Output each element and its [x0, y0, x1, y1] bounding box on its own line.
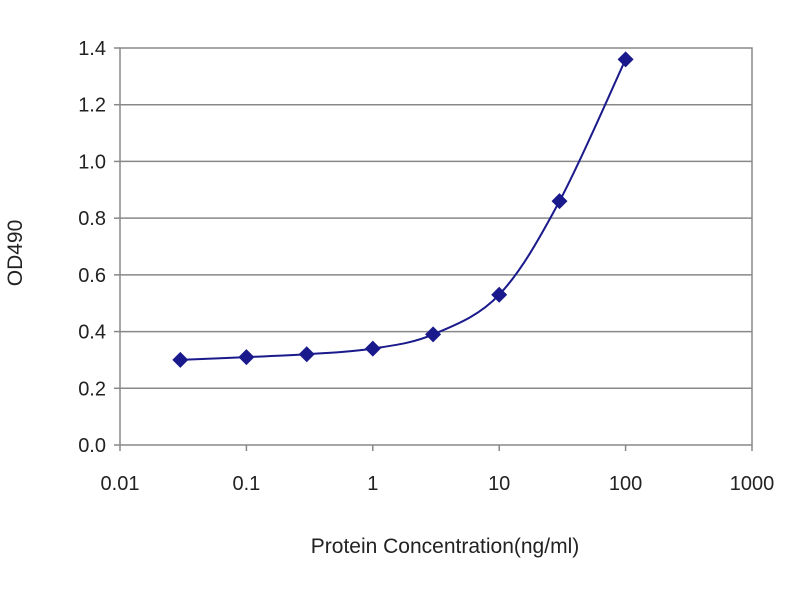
x-axis-title: Protein Concentration(ng/ml)	[311, 535, 579, 558]
y-axis-title: OD490	[4, 220, 27, 287]
data-point-marker	[425, 326, 442, 343]
data-point-marker	[617, 51, 634, 68]
y-tick-label: 1.0	[78, 151, 106, 173]
y-tick-label: 1.2	[78, 95, 106, 117]
x-tick-label: 0.1	[232, 473, 260, 495]
y-tick-label: 0.0	[78, 435, 106, 457]
data-point-marker	[172, 351, 189, 368]
y-axis-ticks: 0.0 0.2 0.4 0.6 0.8 1.0 1.2 1.4	[78, 38, 120, 457]
y-tick-label: 0.4	[78, 322, 106, 344]
gridlines	[120, 103, 752, 390]
y-tick-label: 0.2	[78, 378, 106, 400]
x-tick-label: 10	[488, 473, 510, 495]
y-tick-label: 0.8	[78, 208, 106, 230]
data-point-marker	[364, 340, 381, 357]
data-point-marker	[238, 349, 255, 366]
x-tick-label: 1	[367, 473, 378, 495]
x-tick-label: 1000	[730, 473, 775, 495]
x-axis-ticks: 0.01 0.1 1 10 100 1000	[101, 445, 775, 495]
data-point-marker	[298, 346, 315, 363]
data-point-marker	[551, 193, 568, 210]
series-markers	[172, 51, 634, 368]
plot-area	[119, 47, 753, 446]
y-tick-label: 1.4	[78, 38, 106, 60]
x-tick-label: 100	[609, 473, 642, 495]
x-tick-label: 0.01	[101, 473, 140, 495]
data-point-marker	[491, 286, 508, 303]
y-tick-label: 0.6	[78, 265, 106, 287]
